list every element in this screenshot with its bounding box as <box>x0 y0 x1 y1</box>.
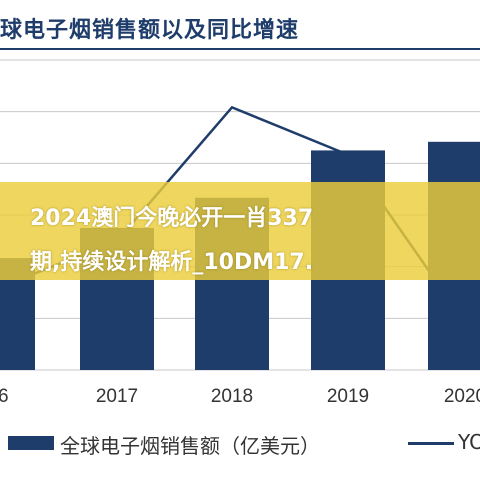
overlay-text-line-1: 2024澳门今晚必开一肖337 <box>30 206 314 231</box>
chart-legend: 全球电子烟销售额（亿美元） YO <box>0 428 480 458</box>
overlay-banner <box>0 182 480 280</box>
x-tick-label-2019: 2019 <box>327 386 369 407</box>
legend-line-label: YO <box>458 430 480 454</box>
chart-title: 球电子烟销售额以及同比增速 <box>0 18 300 43</box>
x-tick-label-2018: 2018 <box>211 386 253 407</box>
x-tick-label-2020: 2020 <box>444 386 480 407</box>
legend-bar-swatch <box>8 436 54 450</box>
legend-line-swatch <box>408 442 454 445</box>
legend-bar-label: 全球电子烟销售额（亿美元） <box>60 434 320 458</box>
overlay-text-line-2: 期,持续设计解析_10DM17. <box>30 250 314 275</box>
title-rule <box>0 48 480 50</box>
x-tick-label-16: 16 <box>0 386 9 407</box>
x-tick-label-2017: 2017 <box>96 386 138 407</box>
x-axis-ticks: 16 2017 2018 2019 2020 <box>0 386 480 407</box>
